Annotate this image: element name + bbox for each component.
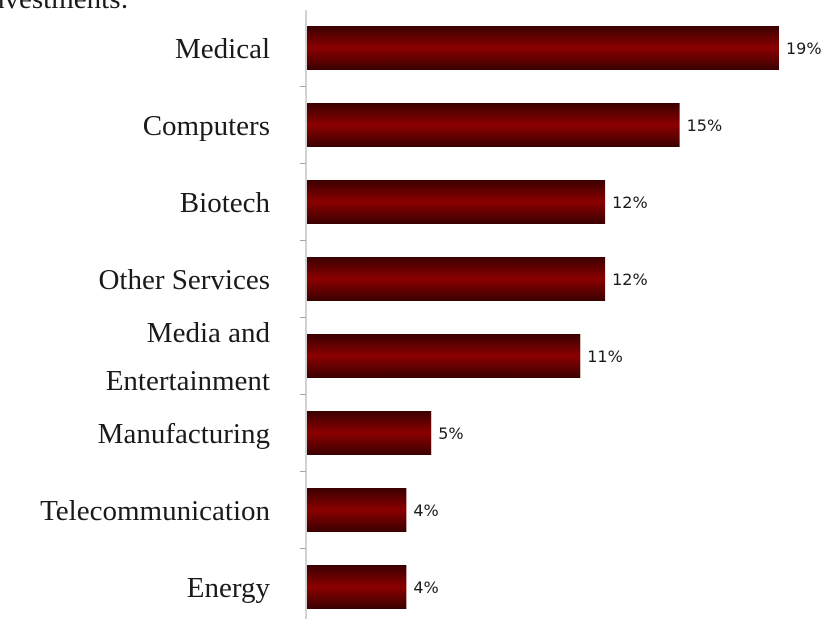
bar: [307, 411, 432, 455]
bar: [307, 180, 606, 224]
category-label: Media and Entertainment: [106, 317, 271, 397]
chart-title-fragment: nvestments:: [0, 0, 129, 15]
category-label: Computers: [143, 110, 270, 142]
data-label: 5%: [438, 424, 463, 443]
data-label: 12%: [612, 270, 648, 289]
data-label: 19%: [786, 39, 822, 58]
bar: [307, 565, 407, 609]
data-label: 4%: [413, 501, 438, 520]
bar: [307, 488, 407, 532]
data-label: 11%: [587, 347, 623, 366]
category-labels: Medical Computers Biotech Other Services Med…: [40, 33, 270, 604]
category-label: Manufacturing: [98, 418, 270, 450]
category-label: Telecommunication: [40, 495, 270, 527]
category-label: Biotech: [180, 187, 271, 219]
bar: [307, 26, 779, 70]
bar: [307, 257, 606, 301]
data-label: 15%: [687, 116, 723, 135]
data-label: 4%: [413, 578, 438, 597]
category-label: Medical: [175, 33, 270, 65]
data-label: 12%: [612, 193, 648, 212]
bar: [307, 334, 581, 378]
category-label: Other Services: [98, 264, 270, 296]
category-label: Energy: [187, 572, 271, 604]
bar: [307, 103, 680, 147]
bars: [307, 26, 779, 609]
data-labels: 19% 15% 12% 12% 11% 5% 4% 4%: [413, 39, 821, 597]
category-axis: [300, 10, 307, 619]
